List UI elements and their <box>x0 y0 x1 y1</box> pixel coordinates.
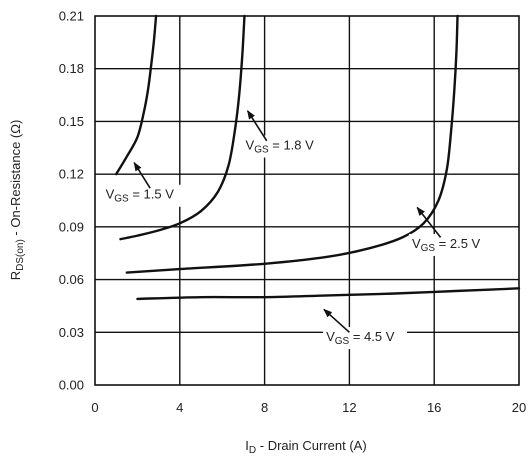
x-tick-labels: 0 4 8 12 16 20 <box>91 400 526 415</box>
plot-border <box>94 15 520 386</box>
y-tick-label: 0.09 <box>59 219 84 234</box>
series-label-4: VGS = 4.5 V <box>326 329 395 347</box>
annotation-arrow <box>416 206 442 238</box>
annotation-background <box>323 327 408 350</box>
annotation-arrow <box>133 161 151 189</box>
x-tick-label: 0 <box>91 400 98 415</box>
annotation-arrow <box>323 308 350 333</box>
y-tick-labels: 0.00 0.03 0.06 0.09 0.12 0.15 0.18 0.21 <box>59 9 84 393</box>
annotations: VGS = 1.5 V VGS = 1.8 V VGS = 2.5 V VGS = 4… <box>102 110 493 350</box>
series-label-1: VGS = 1.5 V <box>106 187 175 205</box>
annotation-background <box>242 135 327 158</box>
y-tick-label: 0.18 <box>59 61 84 76</box>
y-tick-label: 0.21 <box>59 9 84 24</box>
series-line-4 <box>136 287 521 301</box>
series-line-2 <box>119 14 246 241</box>
x-tick-label: 8 <box>261 400 268 415</box>
annotation-background <box>102 184 187 207</box>
series-line-1 <box>115 14 158 176</box>
annotation-background <box>408 233 493 256</box>
annotation-arrow <box>246 110 268 142</box>
y-axis-title: RDS(on) - On-Resistance (Ω) <box>8 120 26 281</box>
plot-frame <box>94 15 520 386</box>
y-tick-label: 0.15 <box>59 114 84 129</box>
y-tick-label: 0.06 <box>59 272 84 287</box>
curves <box>115 14 521 301</box>
x-tick-label: 12 <box>342 400 356 415</box>
y-tick-label: 0.12 <box>59 167 84 182</box>
x-axis-title: ID - Drain Current (A) <box>245 438 366 456</box>
grid <box>95 16 519 385</box>
x-tick-label: 16 <box>427 400 441 415</box>
x-tick-label: 20 <box>512 400 526 415</box>
x-tick-label: 4 <box>176 400 183 415</box>
y-tick-label: 0.03 <box>59 325 84 340</box>
series-label-3: VGS = 2.5 V <box>412 236 481 254</box>
series-label-2: VGS = 1.8 V <box>246 138 315 156</box>
y-tick-label: 0.00 <box>59 378 84 393</box>
series-line-3 <box>125 14 459 274</box>
